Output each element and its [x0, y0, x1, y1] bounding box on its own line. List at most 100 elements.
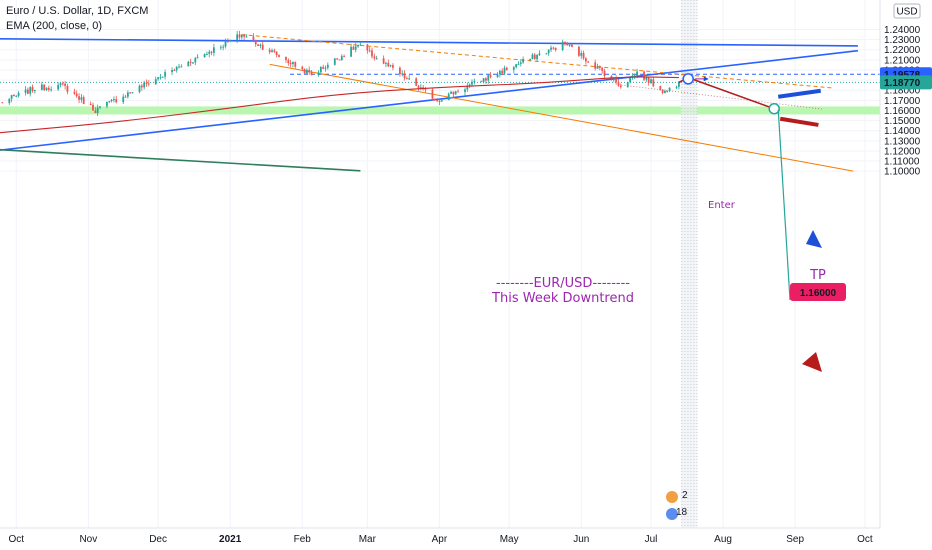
- candle-body: [47, 87, 50, 90]
- candle-body: [517, 63, 520, 65]
- candle-body: [545, 53, 548, 55]
- dividend-flag-icon[interactable]: [666, 508, 678, 520]
- candle-body: [226, 40, 229, 42]
- candle-body: [252, 36, 255, 41]
- earnings-count-2: 18: [676, 507, 688, 518]
- candle-body: [310, 72, 313, 76]
- candle-body: [213, 47, 215, 53]
- indicator-title[interactable]: EMA (200, close, 0): [6, 20, 102, 32]
- currency-badge[interactable]: [893, 3, 921, 19]
- time-tick-label: Apr: [432, 534, 448, 545]
- price-tick-label: 1.17000: [884, 96, 921, 107]
- candle-body: [24, 89, 27, 93]
- time-axis[interactable]: [0, 528, 880, 550]
- candle-body: [278, 55, 280, 57]
- candle-body: [131, 92, 134, 94]
- candle-body: [96, 107, 99, 114]
- candle-body: [550, 47, 552, 50]
- plot-area[interactable]: [0, 0, 880, 528]
- candle-body: [357, 44, 359, 47]
- candle-body: [585, 58, 587, 62]
- candle-body: [143, 82, 146, 88]
- candle-body: [240, 34, 243, 38]
- candle-body: [596, 66, 599, 69]
- candle-body: [219, 47, 222, 49]
- candle-body: [582, 53, 585, 59]
- candle-body: [50, 89, 53, 91]
- bullish-arrow-head: [806, 230, 822, 248]
- price-tick-label: 1.24000: [884, 25, 921, 36]
- price-tick-label: 1.11000: [884, 157, 920, 168]
- candle-body: [306, 69, 308, 74]
- earnings-count-1: 2: [682, 490, 688, 501]
- candle-body: [452, 91, 455, 95]
- candle-body: [147, 83, 150, 85]
- candle-body: [352, 46, 355, 50]
- candle-body: [343, 56, 345, 58]
- chart-legend: Euro / U.S. Dollar, 1D, FXCM EMA (200, c…: [6, 4, 148, 34]
- currency-badge-label: USD: [896, 7, 917, 18]
- candle-body: [566, 43, 569, 46]
- candle-body: [206, 53, 208, 55]
- candle-body: [489, 75, 492, 78]
- entry-point: [682, 73, 694, 85]
- candle-body: [238, 34, 241, 38]
- candle-body: [561, 41, 564, 50]
- candle-body: [33, 90, 36, 92]
- candle-body: [650, 79, 652, 84]
- time-tick-label: 2021: [219, 534, 242, 545]
- ema-200-line: [0, 76, 679, 134]
- time-tick-label: Aug: [714, 534, 732, 545]
- candle-body: [450, 91, 452, 94]
- candle-body: [292, 62, 294, 65]
- candle-body: [294, 62, 297, 67]
- candle-body: [603, 70, 606, 77]
- price-tick-label: 1.15000: [884, 116, 921, 127]
- earnings-icons[interactable]: 2 18: [666, 490, 688, 520]
- candle-body: [61, 83, 64, 85]
- candle-body: [382, 58, 385, 64]
- price-label-value: 1.18770: [884, 78, 921, 89]
- candle-body: [254, 40, 257, 45]
- candle-body: [210, 51, 213, 53]
- candle-body: [457, 91, 459, 93]
- candle-body: [564, 41, 566, 44]
- candle-body: [636, 71, 638, 76]
- candle-body: [140, 85, 143, 88]
- candle-body: [617, 82, 620, 86]
- candle-body: [161, 76, 164, 78]
- candle-body: [601, 67, 604, 71]
- tp-connector: [777, 109, 791, 301]
- candle-body: [615, 78, 618, 83]
- tp-badge: [790, 283, 846, 301]
- candle-body: [643, 71, 645, 80]
- symbol-title[interactable]: Euro / U.S. Dollar, 1D, FXCM: [6, 5, 149, 17]
- candle-body: [180, 66, 183, 68]
- candle-body: [287, 60, 290, 63]
- candle-body: [75, 93, 78, 97]
- candle-body: [399, 67, 401, 75]
- time-tick-label: Jul: [645, 534, 658, 545]
- time-tick-label: May: [500, 534, 519, 545]
- candle-body: [580, 53, 583, 56]
- candle-body: [633, 75, 636, 77]
- price-label-bg: [880, 75, 932, 90]
- candle-body: [13, 95, 15, 97]
- candle-body: [17, 92, 20, 96]
- support-zone: [0, 106, 880, 115]
- candle-body: [536, 54, 538, 60]
- candle-body: [612, 78, 615, 80]
- time-tick-label: Nov: [79, 534, 97, 545]
- candle-body: [645, 76, 648, 80]
- candle-body: [64, 83, 66, 86]
- horizontal-levels: [0, 73, 880, 83]
- candle-body: [203, 54, 206, 58]
- candle-body: [594, 62, 597, 69]
- candle-body: [354, 46, 357, 50]
- candle-body: [196, 57, 199, 59]
- earnings-flag-icon[interactable]: [666, 491, 678, 503]
- candle-body: [408, 78, 411, 80]
- candle-body: [578, 46, 580, 56]
- candle-body: [473, 80, 476, 82]
